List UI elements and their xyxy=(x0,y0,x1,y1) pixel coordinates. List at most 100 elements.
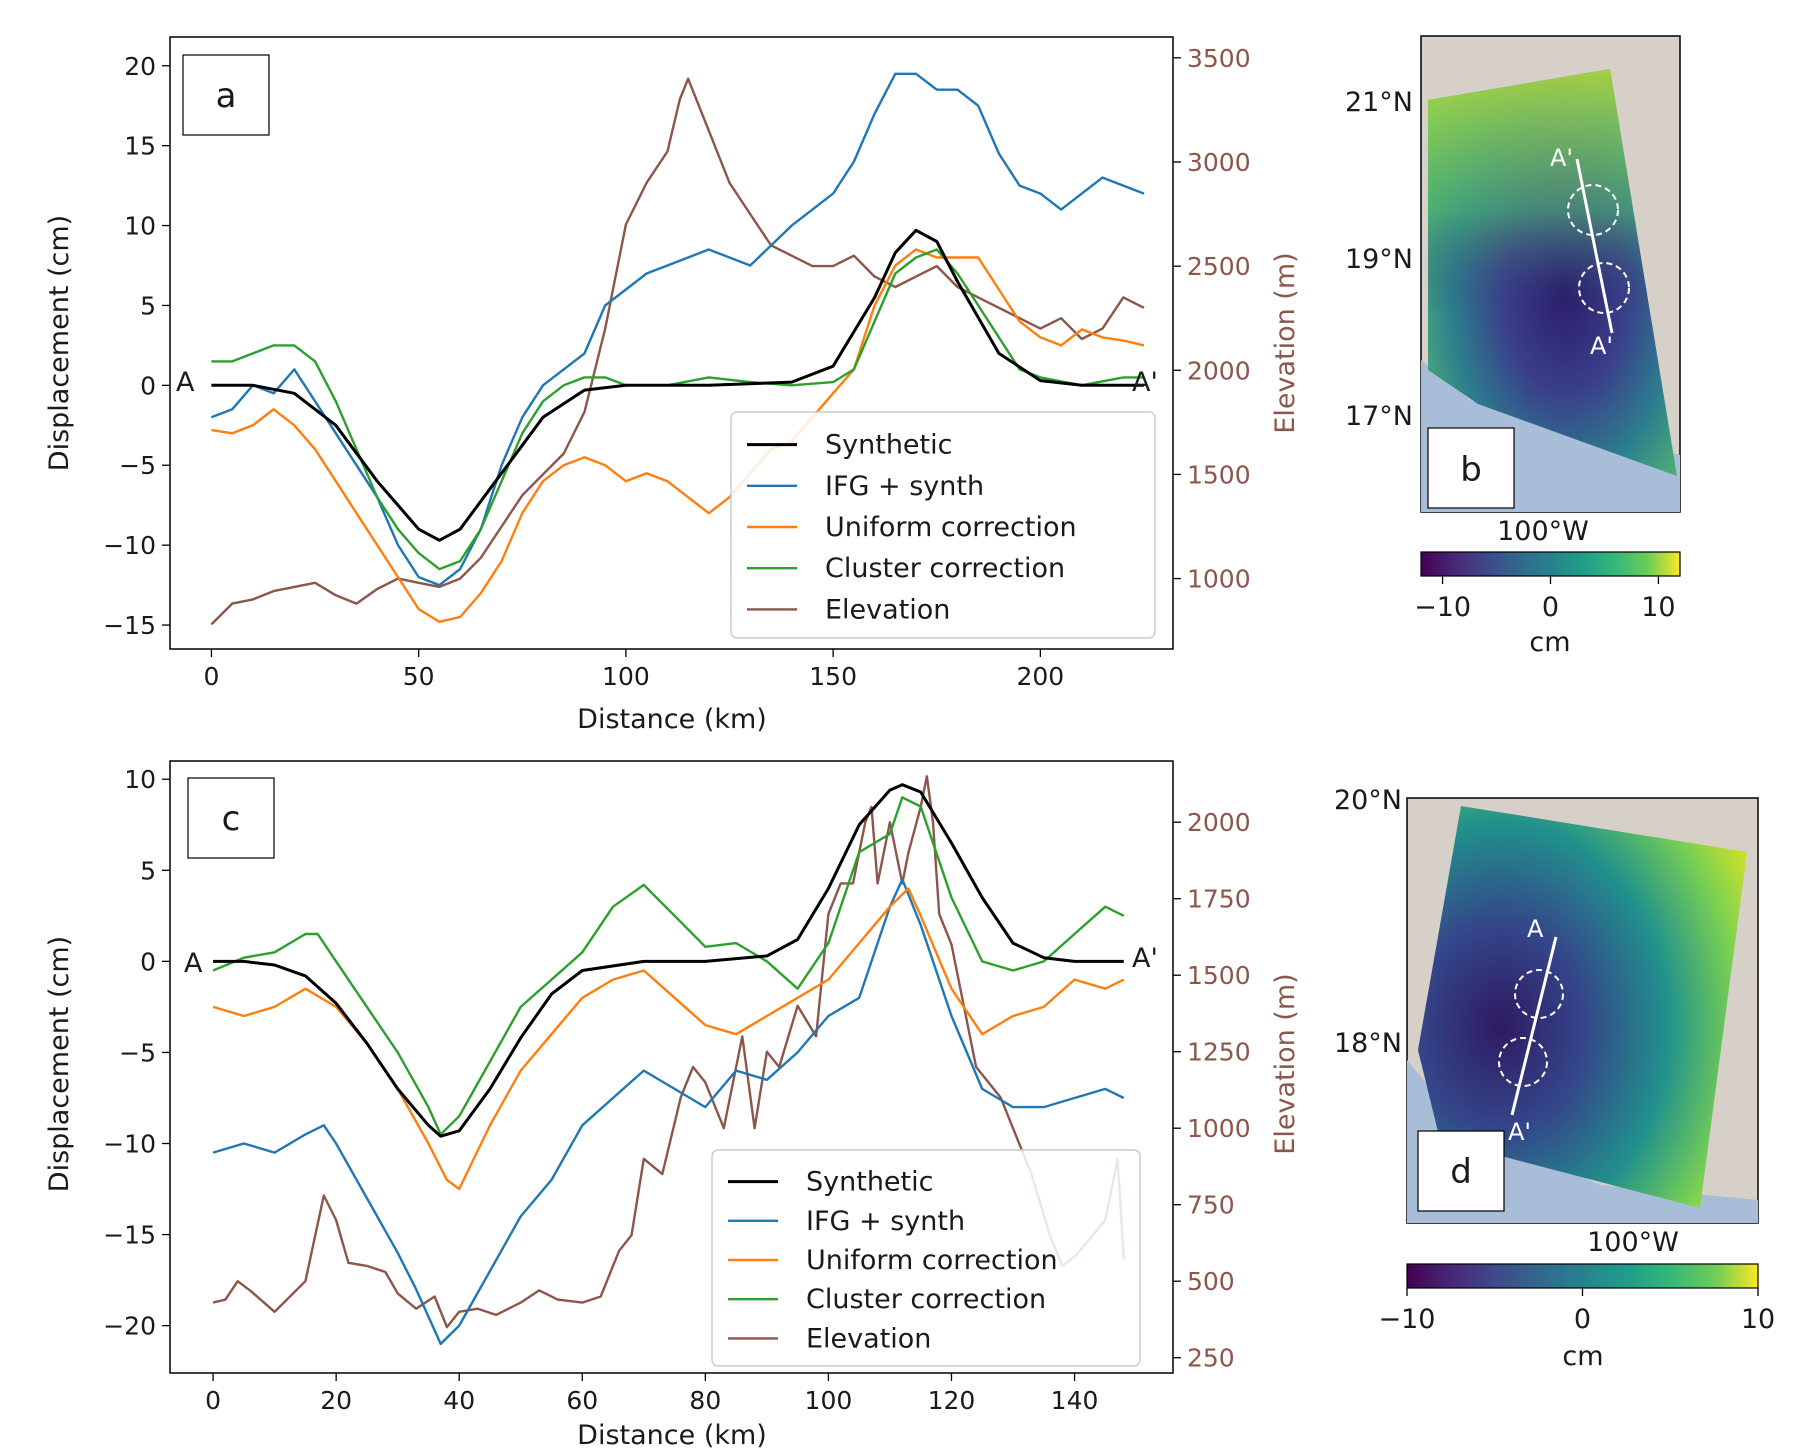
panel-a-legend-label-cluster: Cluster correction xyxy=(825,553,1065,584)
panel-b-letter: b xyxy=(1460,450,1482,490)
panel-c-y2-tick-label: 2000 xyxy=(1187,808,1251,837)
panel-b-lat-17: 17°N xyxy=(1345,401,1413,432)
panel-a-series-ifg xyxy=(210,72,1145,587)
panel-c-legend-label-uniform: Uniform correction xyxy=(806,1245,1058,1276)
panel-c-series-ifg xyxy=(212,878,1125,1346)
panel-a-y-tick-label: 20 xyxy=(124,52,156,81)
panel-c-series-elevation xyxy=(212,775,1125,1329)
panel-b-profile-top-label: A' xyxy=(1550,144,1573,172)
panel-a-letter: a xyxy=(216,76,237,116)
panel-a-legend-label-synthetic: Synthetic xyxy=(825,430,952,461)
panel-c-y2-tick-label: 500 xyxy=(1187,1267,1235,1296)
panel-c-y-tick-label: −10 xyxy=(103,1130,156,1159)
panel-b-colorbar xyxy=(1420,551,1681,577)
panel-a-x-tick-label: 100 xyxy=(602,662,650,691)
panel-c-x-tick-label: 40 xyxy=(443,1386,475,1415)
panel-a-y-tick-label: 5 xyxy=(140,291,156,320)
panel-a-y-tick-label: −15 xyxy=(103,611,156,640)
panel-c-y-tick-label: 10 xyxy=(124,765,156,794)
panel-c-y2-tick-label: 1000 xyxy=(1187,1114,1251,1143)
panel-c-end-label: A' xyxy=(1132,943,1158,974)
panel-b-lat-19: 19°N xyxy=(1345,244,1413,275)
panel-a-y-ticks: −15 −10 −5 0 5 10 15 20 xyxy=(103,52,170,640)
panel-a-x-tick-label: 150 xyxy=(809,662,857,691)
panel-a-y2-tick-label: 3500 xyxy=(1187,44,1251,73)
panel-c-x-tick-label: 60 xyxy=(566,1386,598,1415)
panel-d-letter: d xyxy=(1450,1152,1472,1192)
panel-d-cluster-circle-north xyxy=(1514,969,1564,1019)
panel-c-y-tick-label: −5 xyxy=(119,1038,156,1067)
panel-a-series-elevation xyxy=(210,77,1145,626)
panel-c-legend-label-cluster: Cluster correction xyxy=(806,1284,1046,1315)
panel-c-x-tick-label: 20 xyxy=(320,1386,352,1415)
panel-c-y2-tick-label: 1750 xyxy=(1187,885,1251,914)
panel-d-colorbar-unit: cm xyxy=(1562,1341,1603,1372)
panel-c-y2-axis-label: Elevation (m) xyxy=(1270,973,1301,1154)
panel-c-legend: Synthetic IFG + synth Uniform correction Cl… xyxy=(711,1149,1141,1367)
panel-c-x-tick-label: 120 xyxy=(928,1386,976,1415)
panel-d-lat-20: 20°N xyxy=(1334,785,1402,816)
panel-a-legend: Synthetic IFG + synth Uniform correction Cl… xyxy=(730,411,1156,639)
panel-a-y-tick-label: −10 xyxy=(103,531,156,560)
panel-a-x-axis-label: Distance (km) xyxy=(577,704,767,735)
panel-b-map: A' A' b 21°N 19°N 17°N 100°W −10 0 10 cm xyxy=(1345,35,1681,658)
panel-d-insar-swath xyxy=(1418,806,1747,1208)
panel-a-y2-tick-label: 1500 xyxy=(1187,460,1251,489)
panel-d-colorbar xyxy=(1406,1263,1759,1289)
panel-d-colorbar-ticks: −10 0 10 xyxy=(1379,1288,1775,1335)
panel-d-colorbar-tick-label: −10 xyxy=(1379,1304,1436,1335)
panel-d-profile-top-label: A xyxy=(1527,915,1544,943)
panel-c-y2-tick-label: 250 xyxy=(1187,1344,1235,1373)
panel-d-cluster-circle-south xyxy=(1498,1037,1548,1087)
panel-a-start-label: A xyxy=(176,367,195,398)
panel-b-cluster-circle-north xyxy=(1567,184,1619,236)
panel-a-y2-tick-label: 2000 xyxy=(1187,356,1251,385)
panel-a-y-tick-label: 0 xyxy=(140,371,156,400)
panel-d-lon-label: 100°W xyxy=(1587,1227,1679,1258)
panel-a-y-tick-label: 15 xyxy=(124,132,156,161)
panel-b-colorbar-tick-label: 0 xyxy=(1542,592,1559,623)
panel-c-y2-tick-label: 1250 xyxy=(1187,1038,1251,1067)
panel-a-chart: 0 50 100 150 200 −15 −10 −5 0 5 10 15 20 1000 1500 20… xyxy=(44,36,1301,735)
panel-c-legend-label-synthetic: Synthetic xyxy=(806,1167,933,1198)
panel-b-lon-label: 100°W xyxy=(1497,516,1589,547)
panel-c-legend-frame xyxy=(711,1149,1141,1367)
panel-a-x-tick-label: 200 xyxy=(1017,662,1065,691)
panel-a-y-tick-label: −5 xyxy=(119,451,156,480)
panel-b-colorbar-tick-label: −10 xyxy=(1414,592,1471,623)
panel-a-y2-axis-label: Elevation (m) xyxy=(1270,252,1301,433)
panel-a-series-cluster xyxy=(211,248,1144,571)
panel-c-y-ticks: −20 −15 −10 −5 0 5 10 xyxy=(103,765,170,1341)
panel-d-map: A A' d 20°N 18°N 100°W −10 0 10 cm xyxy=(1334,785,1775,1372)
panel-c-start-label: A xyxy=(184,948,203,979)
panel-a-lines xyxy=(210,72,1145,626)
panel-c-chart: 0 20 40 60 80 100 120 140 −20 −15 −10 −5 0 5 10 250 50… xyxy=(44,760,1301,1451)
panel-a-y2-tick-label: 3000 xyxy=(1187,148,1251,177)
panel-a-y2-ticks: 1000 1500 2000 2500 3000 3500 xyxy=(1173,44,1251,594)
panel-a-legend-label-elevation: Elevation xyxy=(825,594,950,625)
panel-c-y-tick-label: −20 xyxy=(103,1312,156,1341)
panel-c-legend-label-elevation: Elevation xyxy=(806,1323,931,1354)
panel-a-series-synthetic xyxy=(211,228,1144,542)
panel-a-x-ticks: 0 50 100 150 200 xyxy=(203,649,1064,691)
panel-d-colorbar-tick-label: 0 xyxy=(1574,1304,1591,1335)
panel-a-end-label: A' xyxy=(1132,367,1158,398)
panel-d-lat-18: 18°N xyxy=(1334,1028,1402,1059)
panel-c-series-cluster xyxy=(212,796,1125,1136)
panel-a-y-axis-label: Displacement (cm) xyxy=(44,215,75,471)
panel-c-y2-tick-label: 750 xyxy=(1187,1191,1235,1220)
panel-d-profile-bottom-label: A' xyxy=(1508,1118,1531,1146)
panel-c-legend-label-ifg: IFG + synth xyxy=(806,1206,965,1237)
panel-a-legend-frame xyxy=(730,411,1156,639)
panel-b-lat-21: 21°N xyxy=(1345,87,1413,118)
panel-b-profile-line xyxy=(1575,158,1614,334)
panel-b-cluster-circle-south xyxy=(1578,262,1630,314)
panel-a-y-tick-label: 10 xyxy=(124,212,156,241)
panel-c-x-axis-label: Distance (km) xyxy=(577,1420,767,1451)
panel-c-lines xyxy=(212,775,1125,1346)
panel-b-profile-bottom-label: A' xyxy=(1590,332,1613,360)
panel-c-y-axis-label: Displacement (cm) xyxy=(44,936,75,1192)
panel-a-x-tick-label: 0 xyxy=(203,662,219,691)
panel-b-colorbar-unit: cm xyxy=(1529,627,1570,658)
panel-d-colorbar-tick-label: 10 xyxy=(1741,1304,1775,1335)
